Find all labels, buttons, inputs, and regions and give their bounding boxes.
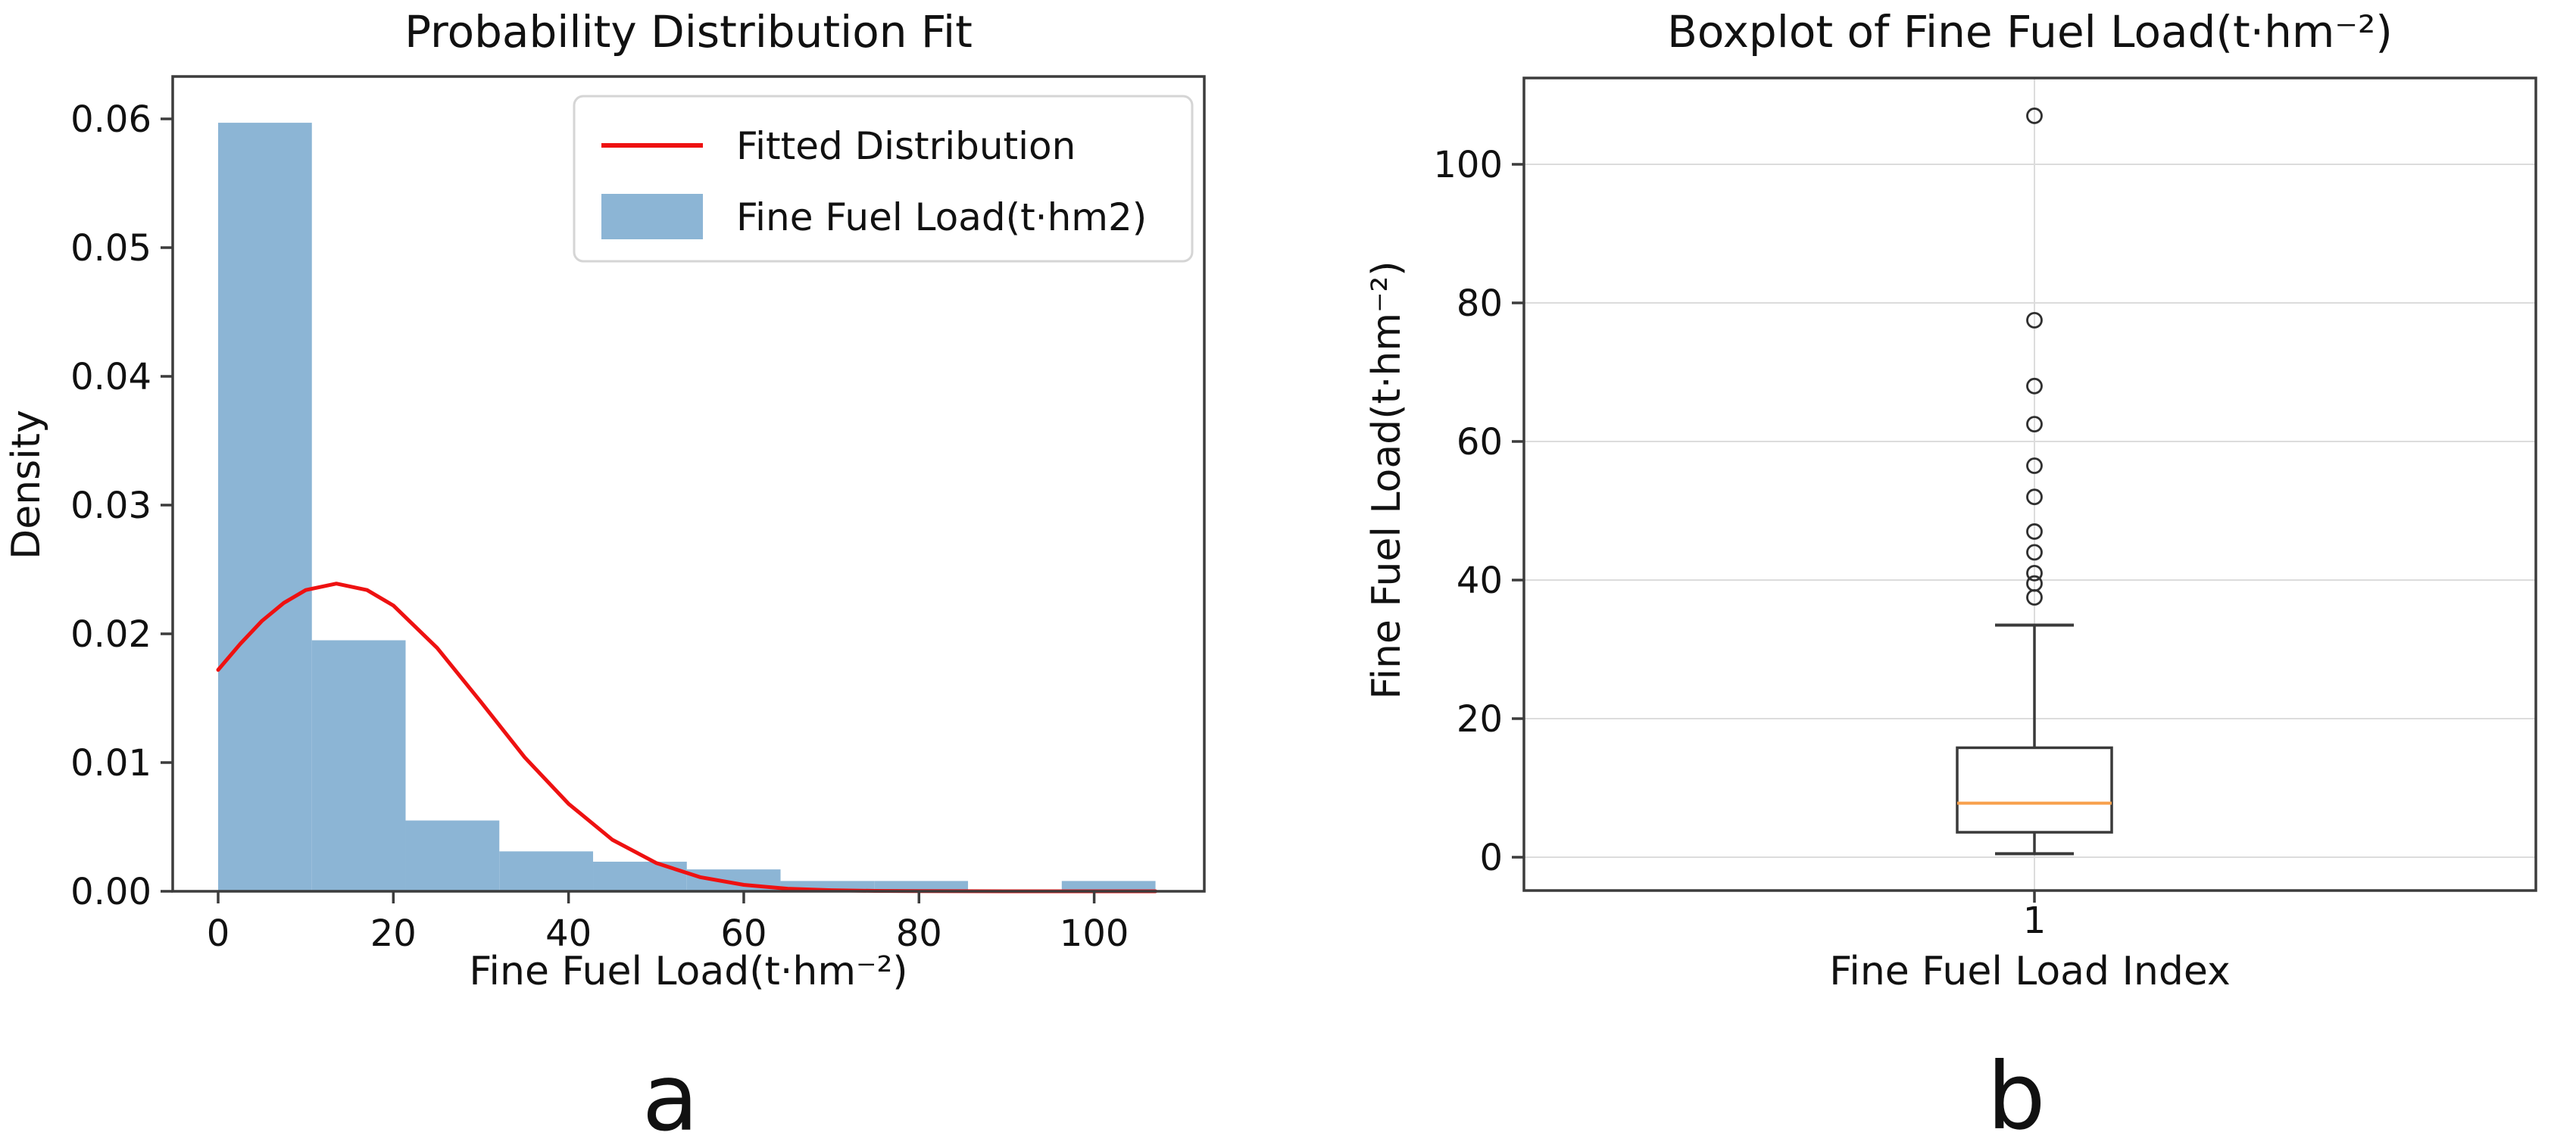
histogram-bars-group [218, 123, 1156, 892]
histogram-bar [874, 881, 969, 891]
x-tick-label: 100 [1060, 912, 1129, 955]
y-tick-label: 0.03 [70, 485, 151, 527]
y-tick-label: 0.01 [70, 742, 151, 785]
outlier-point [2026, 377, 2043, 395]
legend: Fitted Distribution Fine Fuel Load(t·hm2… [573, 95, 1194, 263]
outlier-point [2026, 457, 2043, 474]
x-tick-label: 40 [545, 912, 592, 955]
histogram-bar [311, 640, 406, 891]
outlier-point [2026, 488, 2043, 506]
y-tick-label: 40 [1457, 560, 1503, 602]
histogram-bar [218, 123, 312, 892]
boxplot-title: Boxplot of Fine Fuel Load(t·hm⁻²) [1667, 6, 2393, 58]
y-tick-label: 0.04 [70, 356, 151, 398]
boxplot-xlabel: Fine Fuel Load Index [1829, 949, 2230, 994]
histogram-bar [593, 861, 687, 891]
x-tick-label: 0 [207, 912, 230, 955]
y-tick-label: 0.05 [70, 227, 151, 270]
outlier-point [2026, 416, 2043, 433]
histogram-xlabel: Fine Fuel Load(t·hm⁻²) [469, 949, 907, 994]
y-tick-label: 0 [1479, 837, 1503, 879]
histogram-title: Probability Distribution Fit [404, 6, 973, 58]
legend-box [573, 95, 1194, 263]
y-tick-label: 20 [1457, 698, 1503, 741]
x-tick-label: 80 [896, 912, 942, 955]
y-tick-label: 60 [1457, 421, 1503, 463]
histogram-ylabel: Density [4, 410, 49, 560]
histogram-panel: 0.00 0.01 0.02 0.03 0.04 0.05 0.06 0 20 40 60 80 100… [4, 6, 1206, 1148]
y-tick-label: 0.00 [70, 871, 151, 913]
histogram-bar [405, 820, 500, 891]
outlier-point [2026, 311, 2043, 329]
histogram-swatch [601, 194, 703, 239]
legend-label-fitted: Fitted Distribution [736, 124, 1076, 168]
y-tick-label: 80 [1457, 282, 1503, 325]
caption-b: b [1987, 1043, 2045, 1148]
histogram-bar [499, 851, 594, 891]
histogram-axes-group: 0.00 0.01 0.02 0.03 0.04 0.05 0.06 0 20 40 60 80 100 [70, 75, 1206, 955]
outlier-point [2026, 564, 2043, 582]
outlier-point [2026, 108, 2043, 124]
boxplot-x-tick-label: 1 [2023, 900, 2047, 942]
outlier-point [2026, 523, 2043, 540]
x-tick-label: 60 [720, 912, 767, 955]
outlier-point [2026, 575, 2043, 592]
x-tick-label: 20 [370, 912, 417, 955]
axes-spines [1522, 76, 2537, 892]
caption-a: a [642, 1044, 699, 1148]
y-tick-label: 0.02 [70, 613, 151, 656]
y-tick-label: 0.06 [70, 98, 151, 141]
axes-spines [171, 75, 1206, 893]
histogram-bar [1061, 881, 1156, 891]
y-tick-label: 100 [1433, 144, 1503, 186]
legend-label-histogram: Fine Fuel Load(t·hm2) [736, 195, 1147, 239]
iqr-box [1956, 746, 2113, 834]
boxplot-panel: 0 20 40 60 80 100 Boxplot of Fine Fuel Load(t… [1364, 6, 2537, 1148]
boxplot-group [1956, 108, 2113, 856]
boxplot-axes-group: 0 20 40 60 80 100 [1433, 76, 2537, 903]
boxplot-ylabel: Fine Fuel Load(t·hm⁻²) [1364, 260, 1410, 699]
outlier-point [2026, 544, 2043, 561]
